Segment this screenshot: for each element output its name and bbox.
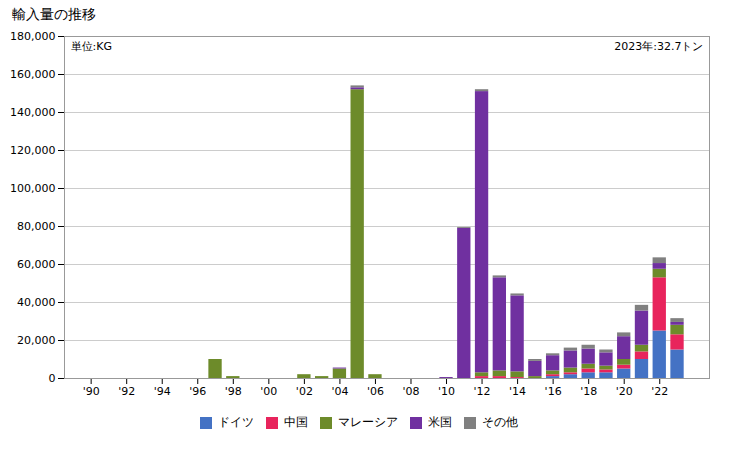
svg-text:単位:KG: 単位:KG bbox=[71, 40, 112, 53]
html-text:ドイツ: ドイツ bbox=[217, 415, 254, 429]
svg-text:'12: '12 bbox=[474, 385, 491, 398]
svg-text:0: 0 bbox=[49, 372, 56, 385]
svg-text:'22: '22 bbox=[651, 385, 668, 398]
svg-text:100,000: 100,000 bbox=[10, 182, 56, 195]
svg-text:'98: '98 bbox=[225, 385, 242, 398]
html-text:輸入量の推移: 輸入量の推移 bbox=[12, 6, 96, 22]
html-text:米国: 米国 bbox=[427, 415, 452, 429]
svg-text:'18: '18 bbox=[580, 385, 597, 398]
svg-text:'14: '14 bbox=[509, 385, 526, 398]
svg-text:180,000: 180,000 bbox=[10, 30, 56, 43]
svg-text:2023年:32.7トン: 2023年:32.7トン bbox=[614, 40, 703, 53]
svg-text:20,000: 20,000 bbox=[17, 334, 56, 347]
svg-text:'04: '04 bbox=[331, 385, 348, 398]
svg-text:140,000: 140,000 bbox=[10, 106, 56, 119]
svg-text:'96: '96 bbox=[189, 385, 206, 398]
svg-text:60,000: 60,000 bbox=[17, 258, 56, 271]
html-text:マレーシア: マレーシア bbox=[337, 415, 398, 429]
svg-text:120,000: 120,000 bbox=[10, 144, 56, 157]
svg-text:'02: '02 bbox=[296, 385, 313, 398]
svg-text:'20: '20 bbox=[616, 385, 633, 398]
svg-text:'16: '16 bbox=[545, 385, 562, 398]
svg-text:'00: '00 bbox=[260, 385, 277, 398]
html-text:その他: その他 bbox=[481, 415, 518, 429]
svg-text:'94: '94 bbox=[154, 385, 171, 398]
svg-text:160,000: 160,000 bbox=[10, 68, 56, 81]
svg-text:'92: '92 bbox=[118, 385, 135, 398]
svg-text:'08: '08 bbox=[402, 385, 419, 398]
svg-text:80,000: 80,000 bbox=[17, 220, 56, 233]
svg-text:'90: '90 bbox=[83, 385, 100, 398]
svg-text:40,000: 40,000 bbox=[17, 296, 56, 309]
svg-text:'10: '10 bbox=[438, 385, 455, 398]
html-text:中国: 中国 bbox=[283, 415, 308, 429]
svg-text:'06: '06 bbox=[367, 385, 384, 398]
